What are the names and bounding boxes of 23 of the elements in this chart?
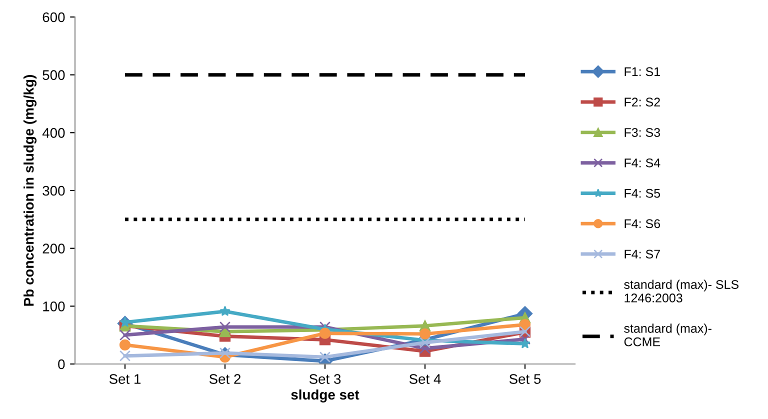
x-axis-title: sludge set [291,389,360,402]
legend-label: F3: S3 [624,128,660,137]
x-tick-label: Set 1 [109,374,141,384]
x-tick-label: Set 5 [509,374,541,384]
y-tick-label: 500 [42,70,65,80]
legend-label: F4: S6 [624,219,660,228]
legend-label: F4: S7 [624,250,660,259]
y-tick-label: 200 [42,244,65,254]
y-axis-title: Pb concentration in sludge (mg/kg) [24,75,37,306]
y-tick-label: 300 [42,186,65,196]
legend-label: standard (max)- CCME [624,324,712,346]
legend-label: standard (max)- SLS 1246:2003 [624,280,738,302]
y-tick-label: 100 [43,302,65,312]
legend-label: F2: S2 [624,98,660,107]
x-tick-label: Set 2 [209,374,241,384]
y-tick-label: 0 [58,359,65,370]
y-tick-label: 600 [42,12,65,22]
x-tick-label: Set 4 [409,374,441,384]
x-tick-label: Set 3 [309,374,341,384]
y-tick-label: 400 [42,128,65,138]
legend-label: F4: S4 [624,158,660,168]
legend-label: F4: S5 [624,188,660,198]
legend-label: F1: S1 [624,67,660,76]
